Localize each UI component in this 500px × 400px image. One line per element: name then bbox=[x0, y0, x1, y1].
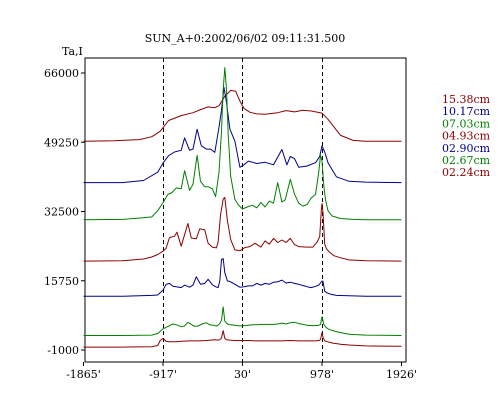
legend: 15.38cm10.17cm07.03cm04.93cm02.90cm02.67… bbox=[442, 93, 491, 179]
legend-entry: 02.90cm bbox=[442, 142, 491, 155]
legend-entry: 04.93cm bbox=[442, 130, 491, 143]
legend-entry: 02.67cm bbox=[442, 154, 491, 167]
x-tick-label: -1865' bbox=[66, 368, 101, 381]
x-tick-label: 30' bbox=[234, 368, 251, 381]
y-tick-label: 49250 bbox=[44, 136, 79, 149]
series-line bbox=[83, 67, 402, 221]
x-tick-label: 978' bbox=[310, 368, 334, 381]
y-tick-label: -1000 bbox=[47, 344, 79, 357]
series-line bbox=[83, 87, 402, 184]
legend-entry: 02.24cm bbox=[442, 166, 491, 179]
legend-entry: 15.38cm bbox=[442, 93, 491, 106]
y-tick-label: 15750 bbox=[44, 275, 79, 288]
y-axis-ticks: 66000 49250 32500 15750 -1000 bbox=[44, 67, 85, 357]
series-line bbox=[83, 330, 402, 348]
x-tick-label: -917' bbox=[149, 368, 177, 381]
series-line bbox=[83, 306, 402, 336]
legend-entry: 07.03cm bbox=[442, 117, 491, 130]
x-axis-ticks: -1865' -917' 30' 978' 1926' bbox=[66, 362, 417, 381]
y-axis-label: Ta,I bbox=[62, 45, 83, 58]
y-tick-label: 32500 bbox=[44, 206, 79, 219]
plot-border bbox=[84, 57, 407, 363]
series-layer bbox=[83, 67, 402, 348]
plot-frame bbox=[84, 57, 407, 363]
chart-title: SUN_A+0:2002/06/02 09:11:31.500 bbox=[145, 32, 346, 45]
y-tick-label: 66000 bbox=[44, 67, 79, 80]
x-tick-label: 1926' bbox=[386, 368, 417, 381]
series-line bbox=[83, 89, 402, 142]
series-line bbox=[83, 258, 402, 297]
legend-entry: 10.17cm bbox=[442, 105, 491, 118]
series-line bbox=[83, 196, 402, 262]
reference-lines bbox=[163, 58, 323, 362]
